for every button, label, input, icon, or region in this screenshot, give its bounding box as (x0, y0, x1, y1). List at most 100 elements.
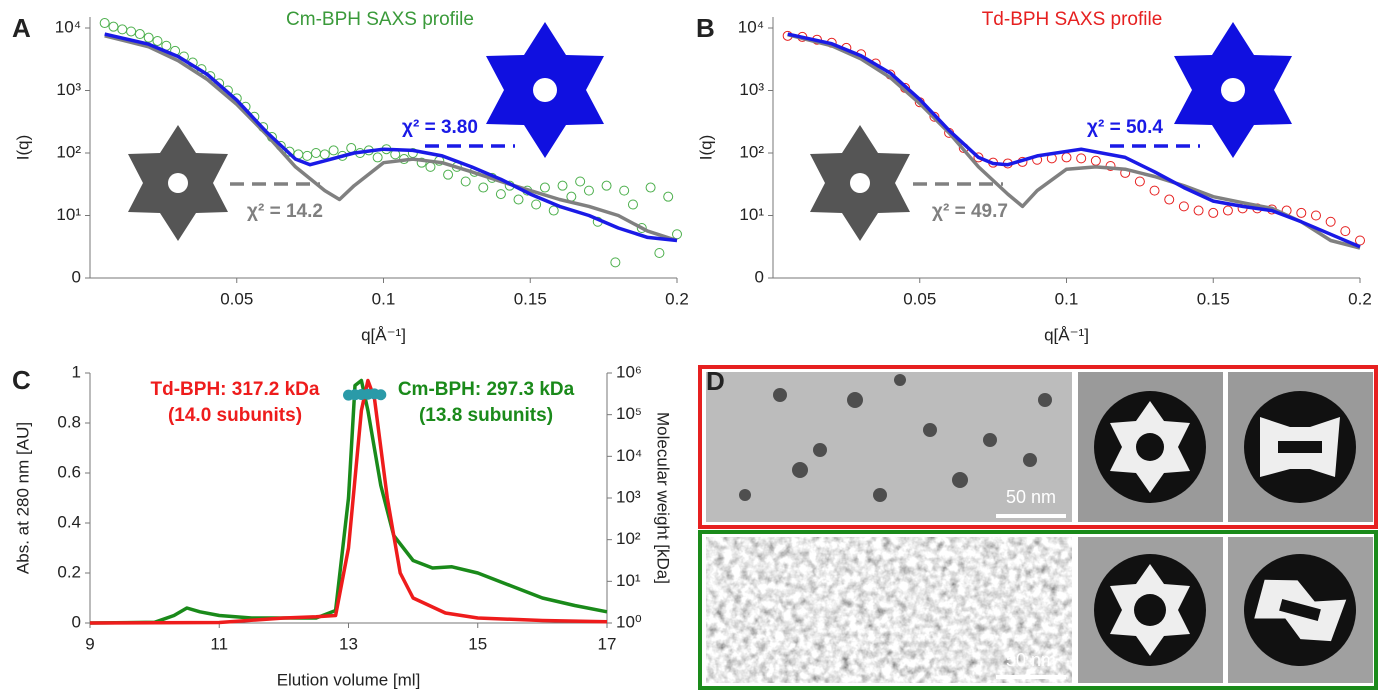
x-tick-label: 0.15 (1197, 289, 1230, 308)
y2-tick-label: 10⁴ (616, 446, 642, 465)
data-point (1134, 176, 1145, 187)
panel-label: B (696, 13, 715, 43)
x-tick-label: 11 (210, 634, 228, 653)
data-point (1193, 205, 1204, 216)
y-tick-label: 0.6 (57, 462, 81, 481)
data-point (539, 182, 550, 193)
data-point (310, 148, 321, 159)
x-axis-title: q[Å⁻¹] (361, 325, 406, 344)
data-point (575, 176, 586, 187)
annotation: Cm-BPH: 297.3 kDa (398, 379, 575, 400)
y-tick-label: 0 (72, 267, 81, 286)
data-point (302, 150, 313, 161)
structure-gray-a (128, 125, 228, 241)
y-tick-label: 10² (56, 142, 81, 161)
annotation: χ² = 14.2 (247, 201, 323, 222)
panel-d: 50 nm 50 nm D (698, 365, 1378, 690)
series-line (89, 378, 608, 625)
data-point (583, 185, 594, 196)
panel-label: A (12, 13, 31, 43)
x-tick-label: 9 (85, 634, 94, 653)
data-point (627, 199, 638, 210)
data-point (372, 152, 383, 163)
series-line (104, 34, 678, 243)
data-point (126, 26, 137, 37)
x-tick-label: 0.1 (1055, 289, 1079, 308)
y-tick-label: 10¹ (739, 205, 764, 224)
annotation: χ² = 50.4 (1087, 117, 1163, 138)
x-tick-label: 17 (598, 634, 617, 653)
x-tick-label: 0.1 (372, 289, 396, 308)
chart-title: Td-BPH SAXS profile (982, 9, 1163, 30)
data-point (929, 111, 940, 122)
data-point (636, 223, 647, 234)
data-point (1061, 152, 1072, 163)
structure-gray-b (810, 125, 910, 241)
panel-label: D (706, 366, 725, 396)
y-tick-label: 10⁴ (55, 17, 81, 36)
data-point (1310, 210, 1321, 221)
data-point (663, 191, 674, 202)
data-point (328, 145, 339, 156)
data-point (495, 189, 506, 200)
data-point (610, 257, 621, 268)
data-point (654, 248, 665, 259)
data-point (319, 149, 330, 160)
y-axis-title: I(q) (696, 135, 715, 161)
x-tick-label: 0.05 (903, 289, 936, 308)
annotation: Td-BPH: 317.2 kDa (151, 379, 320, 400)
data-point (1296, 207, 1307, 218)
x-tick-label: 0.05 (220, 289, 253, 308)
y-axis-title: Abs. at 280 nm [AU] (13, 422, 32, 574)
data-point (117, 24, 128, 35)
y2-tick-label: 10³ (616, 487, 641, 506)
x-tick-label: 15 (468, 634, 487, 653)
y2-tick-label: 10⁰ (616, 612, 642, 631)
data-point (531, 199, 542, 210)
data-point (513, 194, 524, 205)
annotation: (14.0 subunits) (168, 405, 302, 426)
y-tick-label: 0 (72, 612, 81, 631)
data-point (1340, 226, 1351, 237)
data-point (672, 229, 682, 240)
data-point (425, 161, 436, 172)
scale-bar-label: 50 nm (1006, 650, 1056, 670)
data-point (416, 157, 427, 168)
data-point (1208, 207, 1219, 218)
x-tick-label: 0.2 (1348, 289, 1372, 308)
data-point (460, 176, 471, 187)
chi-dashes (230, 144, 1200, 186)
panel-label: C (12, 365, 31, 395)
y2-axis-title: Molecular weight [kDa] (654, 412, 673, 584)
data-point (478, 182, 489, 193)
data-point (601, 180, 612, 191)
series-line (104, 32, 678, 243)
y2-tick-label: 10⁶ (616, 362, 642, 381)
data-point (375, 389, 387, 401)
data-point (645, 182, 656, 193)
series-line (787, 33, 1361, 250)
series-line (89, 378, 608, 625)
data-point (152, 35, 163, 46)
y-tick-label: 10⁴ (738, 17, 764, 36)
scale-bar-label: 50 nm (1006, 487, 1056, 507)
y-tick-label: 10³ (56, 80, 81, 99)
chart-title: Cm-BPH SAXS profile (286, 9, 474, 30)
x-tick-label: 13 (339, 634, 358, 653)
y-tick-label: 0.2 (57, 562, 81, 581)
annotation: χ² = 3.80 (402, 117, 478, 138)
y-tick-label: 1 (72, 362, 81, 381)
data-point (1325, 216, 1336, 227)
y2-tick-label: 10⁵ (616, 404, 642, 423)
data-point (99, 18, 110, 29)
data-point (557, 180, 568, 191)
y-tick-label: 0.4 (57, 512, 81, 531)
data-point (1178, 201, 1189, 212)
y-tick-label: 0 (755, 267, 764, 286)
y2-tick-label: 10² (616, 529, 641, 548)
data-point (548, 205, 559, 216)
data-point (443, 169, 454, 180)
data-point (108, 21, 119, 32)
annotation: χ² = 49.7 (932, 201, 1008, 222)
data-point (619, 185, 630, 196)
